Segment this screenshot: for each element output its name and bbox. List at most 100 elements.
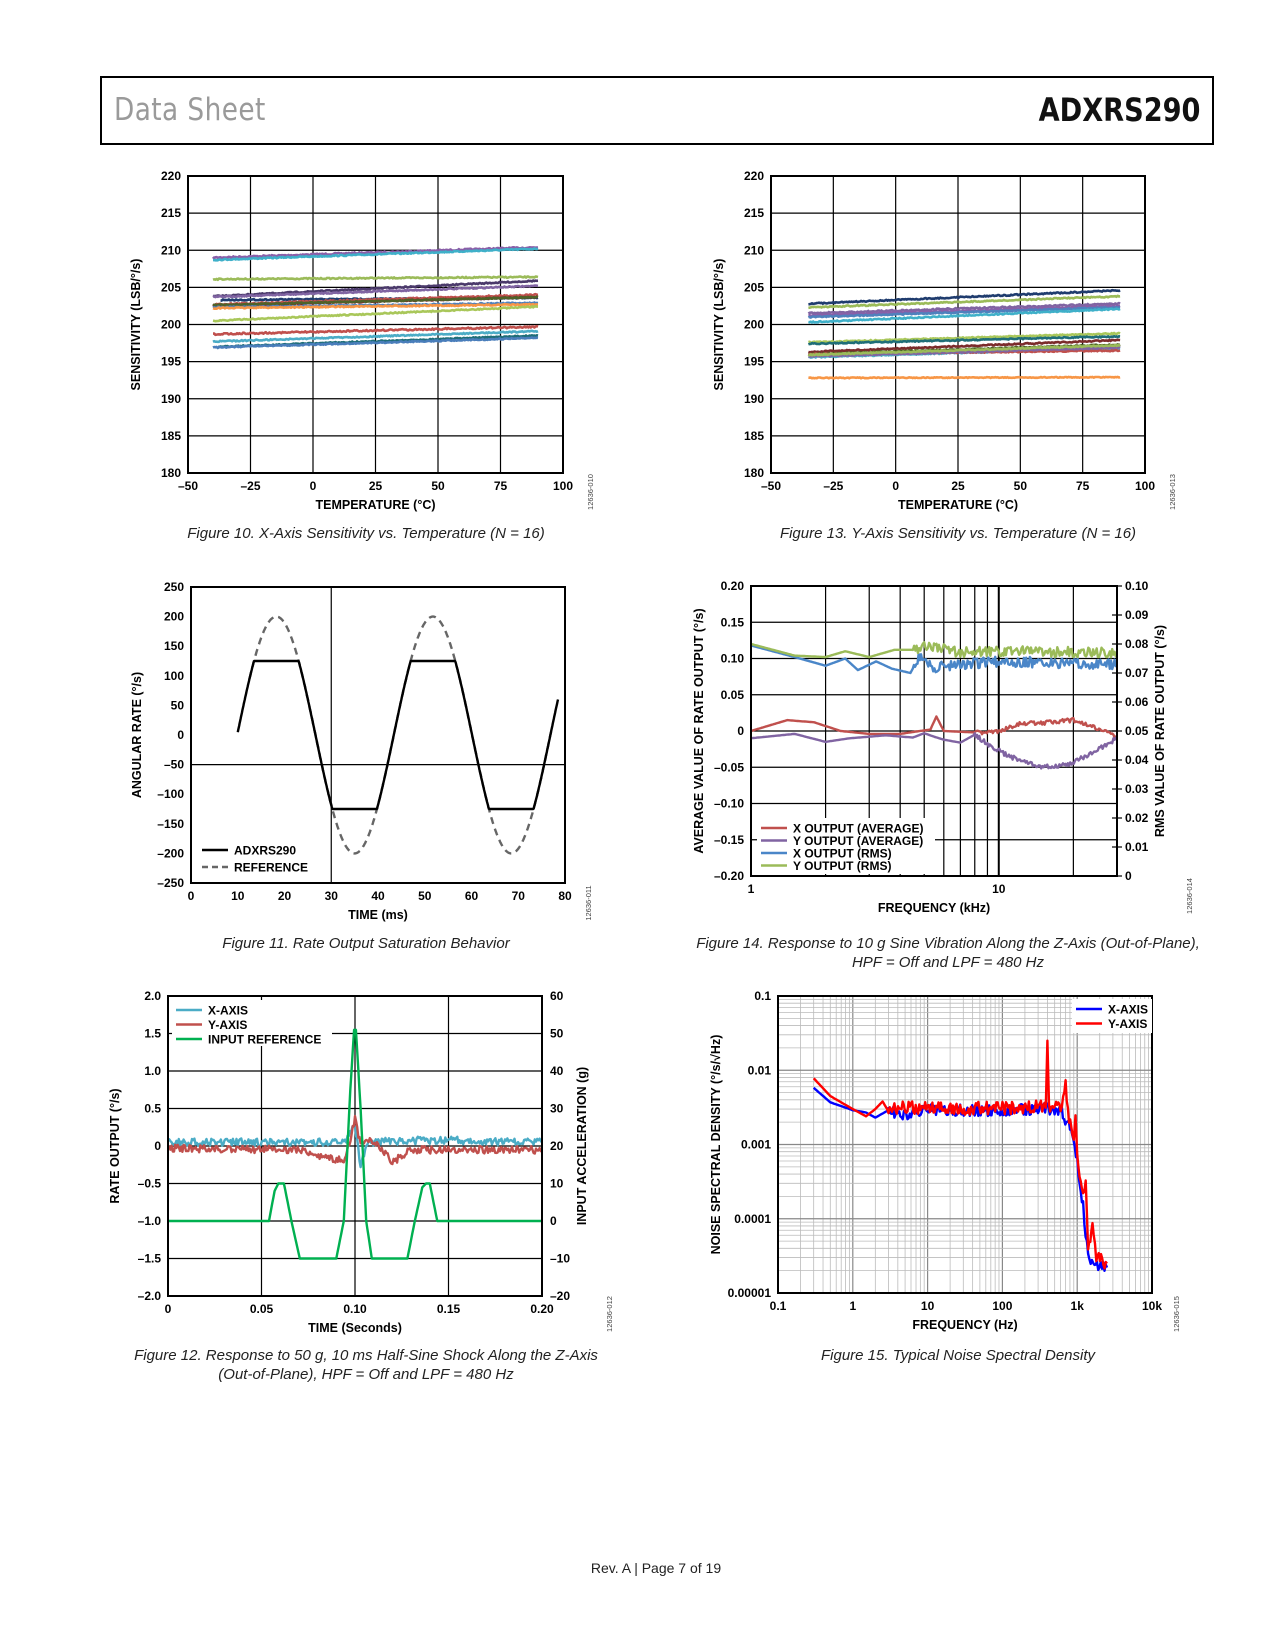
series-line-unit-2 — [212, 247, 539, 262]
x-tick-label: 100 — [553, 479, 573, 493]
x-tick-label: 0.10 — [343, 1302, 367, 1316]
x-tick-label: –25 — [823, 479, 843, 493]
x-tick-label: 0 — [892, 479, 899, 493]
y-tick-label: 0.01 — [748, 1063, 772, 1077]
y-axis-label: ANGULAR RATE (°/s) — [130, 672, 144, 798]
y-tick-label: 0.05 — [721, 688, 745, 702]
legend-label: Y OUTPUT (RMS) — [793, 859, 891, 873]
legend-label: INPUT REFERENCE — [208, 1033, 321, 1047]
y-tick-label: 190 — [161, 392, 181, 406]
figure-15-caption: Figure 15. Typical Noise Spectral Densit… — [658, 1346, 1258, 1365]
legend-label: X-AXIS — [1108, 1003, 1148, 1017]
x-tick-label: 0.05 — [250, 1302, 274, 1316]
y2-tick-label: 20 — [550, 1139, 564, 1153]
series-line-adxrs290 — [236, 659, 560, 811]
series-line-y-output-average- — [751, 732, 1117, 770]
y-tick-label: 190 — [744, 392, 764, 406]
figure-12-caption: Figure 12. Response to 50 g, 10 ms Half-… — [66, 1346, 666, 1384]
plot-frame — [187, 175, 564, 474]
y-tick-label: –200 — [157, 846, 184, 860]
y-tick-label: 100 — [164, 669, 184, 683]
series-line-unit-5 — [807, 305, 1121, 319]
x-axis-label: TEMPERATURE (°C) — [898, 498, 1018, 512]
series-line-unit-7 — [808, 331, 1121, 344]
series-line-unit-11 — [212, 302, 539, 310]
legend: ADXRS290 REFERENCE — [198, 840, 318, 878]
chart-figure-13: 180 185 190 195 200 205 210 215 220 –50 –25 0 25 50 75… — [712, 169, 1177, 512]
x-tick-label: 10 — [231, 889, 245, 903]
y2-tick-label: –20 — [550, 1289, 570, 1303]
legend-label: Y-AXIS — [208, 1018, 247, 1032]
y-tick-label: 0.00001 — [728, 1286, 772, 1300]
caption-line: Figure 14. Response to 10 g Sine Vibrati… — [696, 935, 1200, 952]
x-axis-label: FREQUENCY (kHz) — [878, 901, 990, 915]
y-axis-label: NOISE SPECTRAL DENSITY (°/s/√Hz) — [709, 1035, 723, 1255]
series-line-reference — [248, 615, 553, 855]
x-tick-label: 50 — [418, 889, 432, 903]
y-tick-label: 250 — [164, 580, 184, 594]
series-line-unit-16 — [212, 336, 539, 350]
y2-tick-label: 40 — [550, 1064, 564, 1078]
y-tick-label: 0.001 — [741, 1138, 771, 1152]
y2-tick-label: 0.01 — [1125, 840, 1149, 854]
x-tick-label: 100 — [992, 1299, 1012, 1313]
y-tick-label: 150 — [164, 639, 184, 653]
y-tick-label: 200 — [161, 318, 181, 332]
x-axis-label: FREQUENCY (Hz) — [912, 1318, 1017, 1332]
series-group — [168, 1028, 542, 1260]
y2-tick-label: 0 — [1125, 869, 1132, 883]
legend-label: Y-AXIS — [1108, 1017, 1147, 1031]
y-tick-label: –0.20 — [714, 869, 744, 883]
plot-frame — [770, 175, 1146, 474]
series-line-x-output-average- — [751, 715, 1117, 739]
chart-figure-10: 180 185 190 195 200 205 210 215 220 –50 –25 0 25 50 75… — [129, 169, 595, 512]
series-line-unit-1 — [212, 246, 539, 260]
legend-label: REFERENCE — [234, 861, 308, 875]
series-line-unit-16 — [808, 375, 1121, 380]
series-line-unit-13 — [212, 324, 539, 337]
y-tick-label: –150 — [157, 817, 184, 831]
series-line-x-output-rms- — [751, 644, 1117, 675]
y-tick-label: 0.15 — [721, 615, 745, 629]
x-tick-label: 0.15 — [437, 1302, 461, 1316]
series-group — [212, 246, 539, 350]
y-tick-label: –1.5 — [138, 1252, 162, 1266]
y-tick-label: 0.1 — [754, 989, 771, 1003]
x-tick-label: 50 — [431, 479, 445, 493]
header-doc-type: Data Sheet — [114, 92, 266, 128]
y-axis-label: SENSITIVITY (LSB/°/s) — [712, 259, 726, 391]
y2-tick-label: 0.06 — [1125, 695, 1149, 709]
x-tick-label: 60 — [465, 889, 479, 903]
chart-figure-12: –2.0 –1.5 –1.0 –0.5 0 0.5 1.0 1.5 2.0 0 0.05 0.10 0.… — [108, 989, 614, 1335]
y-tick-label: –100 — [157, 787, 184, 801]
series-line-unit-3 — [807, 301, 1121, 315]
figure-code: 12636-011 — [584, 885, 593, 920]
figure-13-caption: Figure 13. Y-Axis Sensitivity vs. Temper… — [658, 524, 1258, 543]
series-group — [236, 615, 560, 855]
series-line-unit-4 — [212, 279, 539, 298]
y2-tick-label: 50 — [550, 1027, 564, 1041]
series-line-unit-3 — [212, 275, 539, 282]
legend: X OUTPUT (AVERAGE)Y OUTPUT (AVERAGE)X OU… — [757, 818, 935, 874]
y-tick-label: 1.5 — [144, 1027, 161, 1041]
y-tick-label: 185 — [744, 429, 764, 443]
y-tick-label: –0.15 — [714, 833, 744, 847]
x-axis-label: TEMPERATURE (°C) — [315, 498, 435, 512]
page-footer: Rev. A | Page 7 of 19 — [590, 1560, 722, 1576]
legend-label: X-AXIS — [208, 1004, 248, 1018]
caption-line: Figure 13. Y-Axis Sensitivity vs. Temper… — [779, 525, 1137, 542]
x-tick-label: 0 — [310, 479, 317, 493]
legend-label: X OUTPUT (RMS) — [793, 847, 892, 861]
legend-background — [198, 840, 318, 878]
series-line-y-axis — [168, 1114, 542, 1166]
x-tick-label: 25 — [369, 479, 383, 493]
series-line-input-reference — [168, 1028, 542, 1260]
series-group — [751, 641, 1117, 770]
x-tick-label: –25 — [240, 479, 260, 493]
series-line-unit-6 — [808, 307, 1121, 324]
legend-label: X OUTPUT (AVERAGE) — [793, 822, 923, 836]
y-tick-label: 180 — [161, 466, 181, 480]
y-tick-label: –2.0 — [138, 1289, 162, 1303]
